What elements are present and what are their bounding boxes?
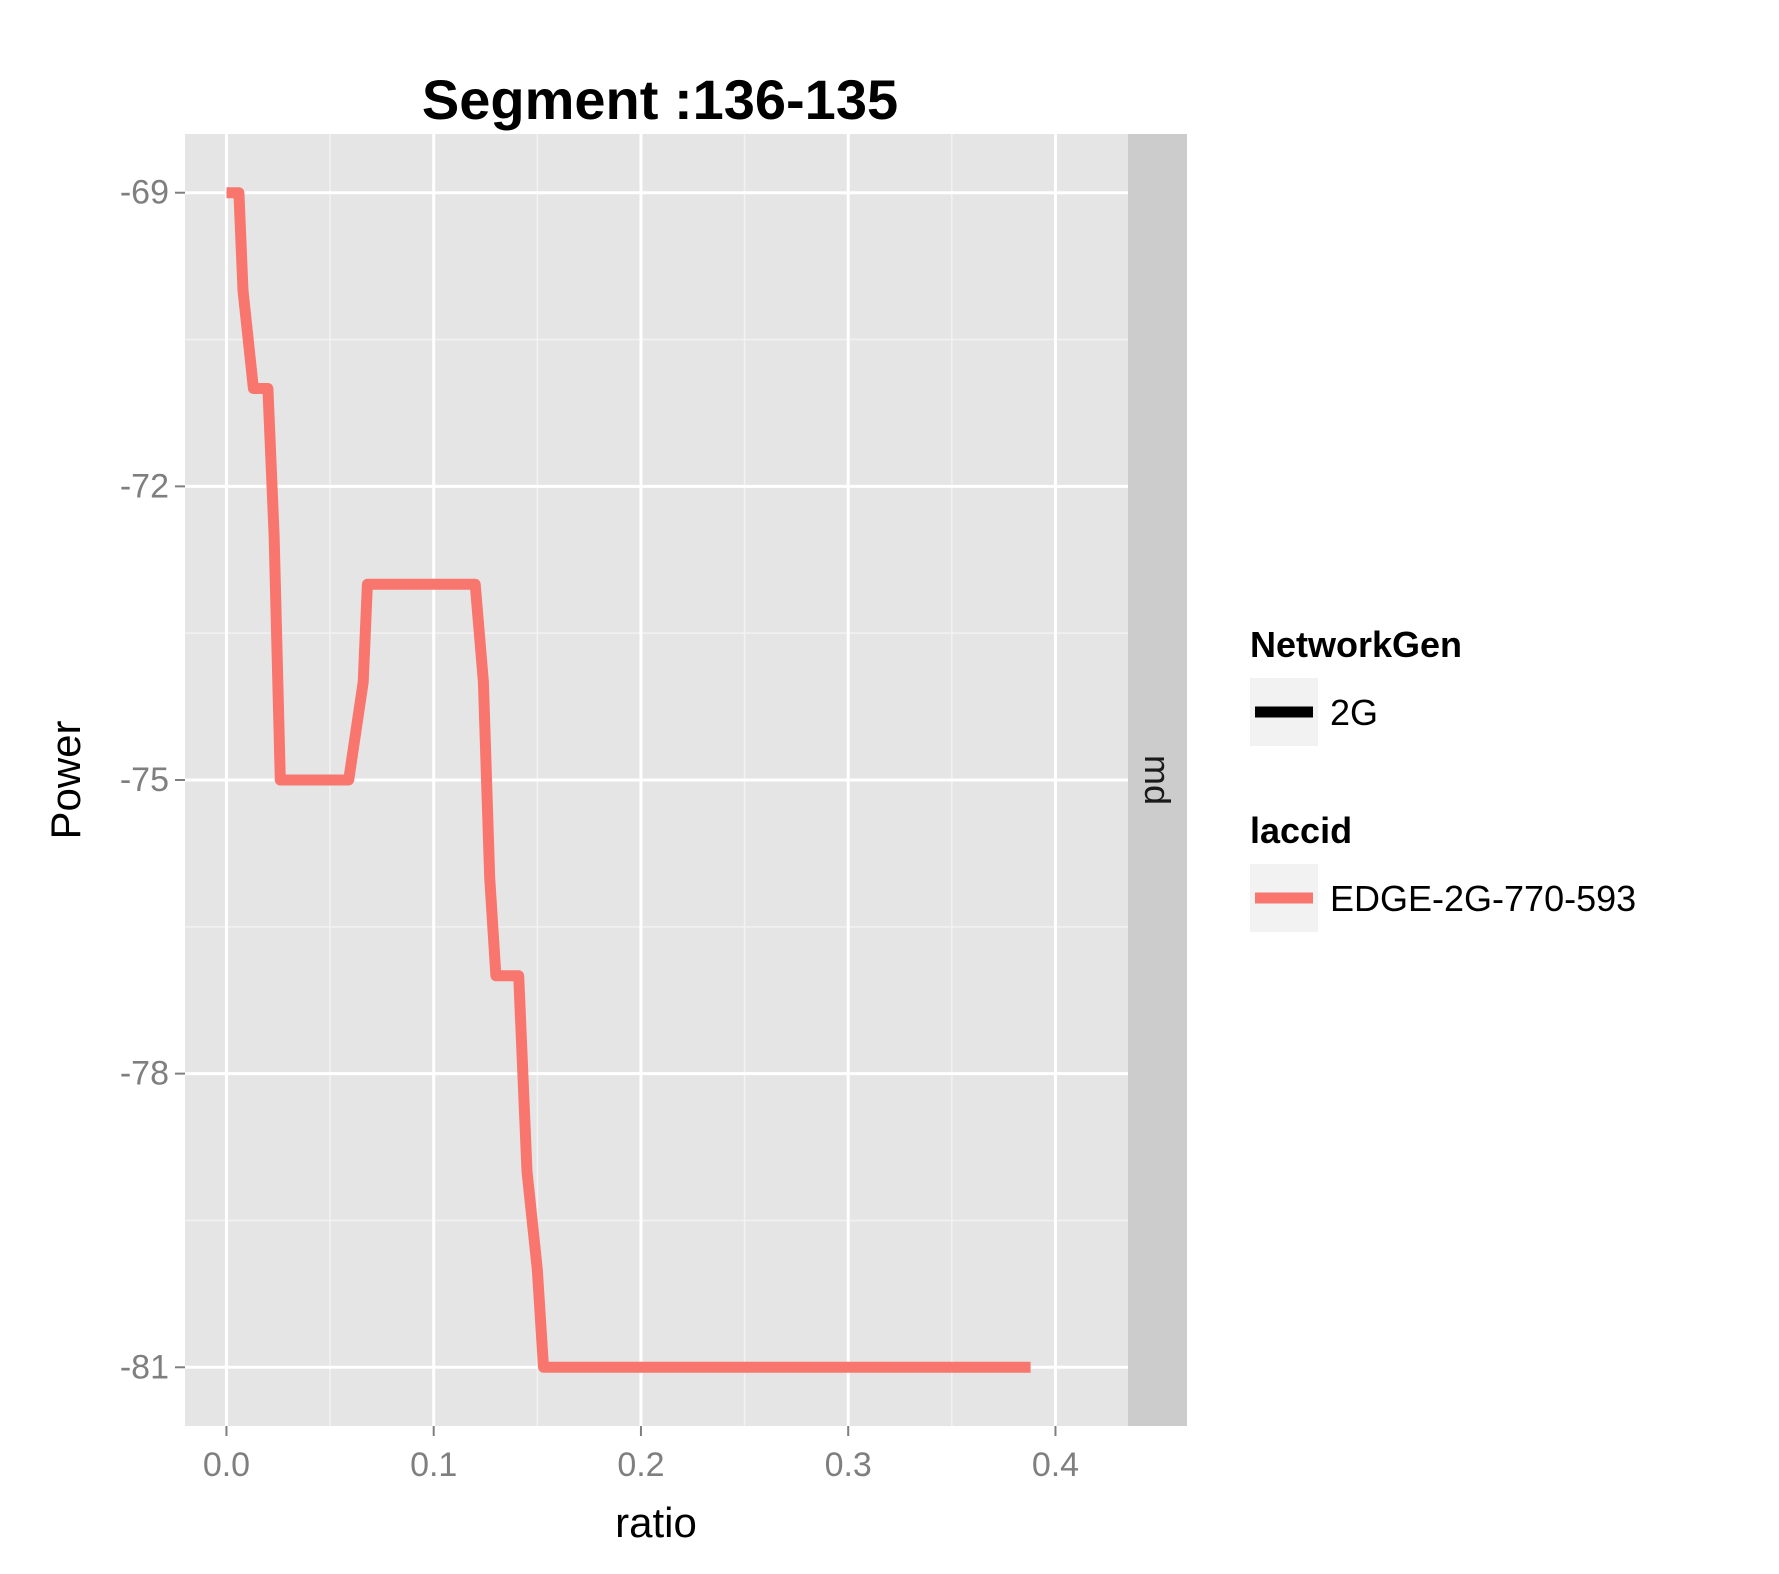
facet-label: md (1137, 755, 1178, 805)
x-tick-label: 0.1 (410, 1446, 457, 1484)
facet-strip (1128, 134, 1187, 1426)
series-line (226, 187, 1031, 1373)
y-tick-label: -72 (120, 467, 169, 505)
legend: NetworkGen 2G laccid EDGE-2G-770-593 (1250, 624, 1636, 932)
y-tick-label: -81 (120, 1348, 169, 1386)
legend-title-laccid: laccid (1250, 810, 1352, 851)
x-axis-title: ratio (615, 1499, 697, 1546)
x-tick-label: 0.4 (1032, 1446, 1079, 1484)
y-tick-label: -78 (120, 1055, 169, 1093)
legend-title-networkgen: NetworkGen (1250, 624, 1462, 665)
y-axis: -69 -72 -75 -78 -81 (120, 174, 185, 1386)
chart-title: Segment :136-135 (422, 68, 898, 131)
y-axis-title: Power (42, 720, 89, 839)
x-tick-label: 0.3 (825, 1446, 872, 1484)
x-tick-label: 0.0 (203, 1446, 250, 1484)
x-axis: 0.0 0.1 0.2 0.3 0.4 (203, 1426, 1079, 1484)
legend-label-2g: 2G (1330, 692, 1378, 733)
y-tick-label: -75 (120, 761, 169, 799)
x-tick-label: 0.2 (617, 1446, 664, 1484)
series-layer (226, 187, 1031, 1373)
y-tick-label: -69 (120, 174, 169, 212)
legend-label-edge: EDGE-2G-770-593 (1330, 878, 1636, 919)
